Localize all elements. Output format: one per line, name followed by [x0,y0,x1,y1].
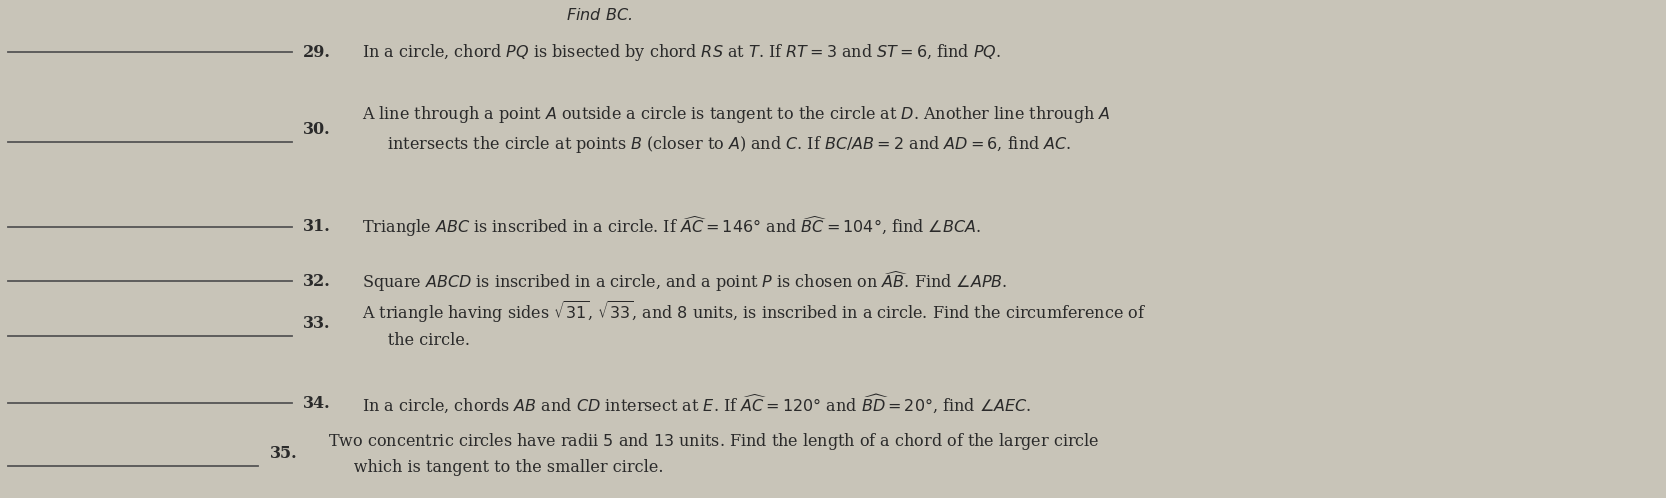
Text: In a circle, chord $PQ$ is bisected by chord $RS$ at $T$. If $RT = 3$ and $ST = : In a circle, chord $PQ$ is bisected by c… [357,42,1001,63]
Text: Find $BC$.: Find $BC$. [566,7,633,23]
Text: 31.: 31. [303,218,332,235]
Text: 33.: 33. [303,315,332,332]
Text: A line through a point $A$ outside a circle is tangent to the circle at $D$. Ano: A line through a point $A$ outside a cir… [357,105,1110,154]
Text: In a circle, chords $AB$ and $CD$ intersect at $E$. If $\widehat{AC} = 120°$ and: In a circle, chords $AB$ and $CD$ inters… [357,392,1031,415]
Text: Square $ABCD$ is inscribed in a circle, and a point $P$ is chosen on $\widehat{A: Square $ABCD$ is inscribed in a circle, … [357,269,1006,294]
Text: Triangle $ABC$ is inscribed in a circle. If $\widehat{AC} = 146°$ and $\widehat{: Triangle $ABC$ is inscribed in a circle.… [357,214,981,239]
Text: 35.: 35. [270,445,298,462]
Text: 29.: 29. [303,44,332,61]
Text: 32.: 32. [303,273,332,290]
Text: A triangle having sides $\sqrt{31}$, $\sqrt{33}$, and $8$ units, is inscribed in: A triangle having sides $\sqrt{31}$, $\s… [357,299,1146,349]
Text: Two concentric circles have radii $5$ and $13$ units. Find the length of a chord: Two concentric circles have radii $5$ an… [323,431,1100,476]
Text: 34.: 34. [303,395,332,412]
Text: 30.: 30. [303,121,332,138]
